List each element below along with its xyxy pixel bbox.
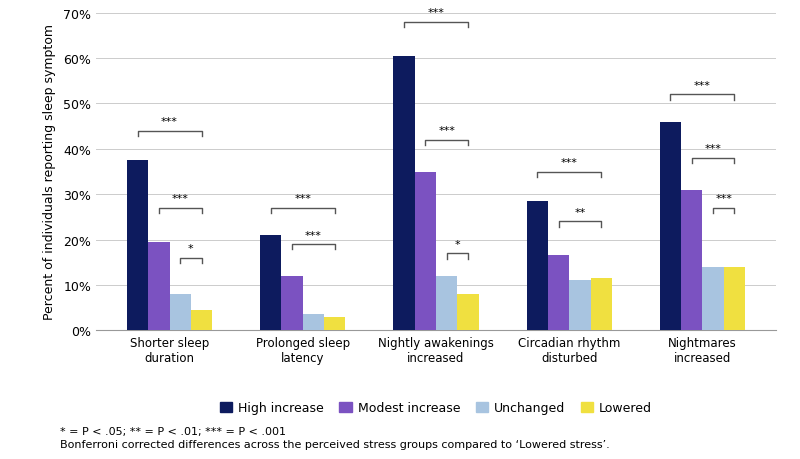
Text: ***: *** — [427, 8, 445, 18]
Text: * = P < .05; ** = P < .01; *** = P < .001: * = P < .05; ** = P < .01; *** = P < .00… — [60, 426, 286, 436]
Bar — [570, 281, 590, 330]
Text: *: * — [188, 244, 194, 253]
Text: **: ** — [574, 207, 586, 218]
Bar — [724, 267, 745, 330]
Bar — [526, 202, 548, 330]
Text: *: * — [454, 239, 460, 249]
Bar — [324, 317, 346, 330]
Bar — [127, 161, 148, 330]
Y-axis label: Percent of individuals reporting sleep symptom: Percent of individuals reporting sleep s… — [43, 24, 56, 320]
Bar — [394, 57, 414, 330]
Bar — [148, 242, 170, 330]
Text: ***: *** — [694, 81, 711, 91]
Text: Bonferroni corrected differences across the perceived stress groups compared to : Bonferroni corrected differences across … — [60, 440, 610, 449]
Text: ***: *** — [715, 194, 732, 204]
Text: ***: *** — [161, 117, 178, 127]
Bar — [458, 294, 478, 330]
Text: ***: *** — [561, 157, 578, 168]
Bar — [260, 235, 282, 330]
Bar — [548, 256, 570, 330]
Bar — [414, 172, 436, 330]
Bar — [302, 315, 324, 330]
Bar — [282, 276, 302, 330]
Text: ***: *** — [305, 230, 322, 240]
Text: ***: *** — [294, 194, 311, 204]
Text: ***: *** — [172, 194, 189, 204]
Legend: High increase, Modest increase, Unchanged, Lowered: High increase, Modest increase, Unchange… — [214, 396, 658, 419]
Bar — [170, 294, 191, 330]
Text: ***: *** — [438, 126, 455, 136]
Bar — [660, 123, 681, 330]
Bar — [590, 279, 612, 330]
Bar — [702, 267, 724, 330]
Bar — [191, 310, 212, 330]
Bar — [681, 190, 702, 330]
Text: ***: *** — [705, 144, 722, 154]
Bar — [436, 276, 458, 330]
